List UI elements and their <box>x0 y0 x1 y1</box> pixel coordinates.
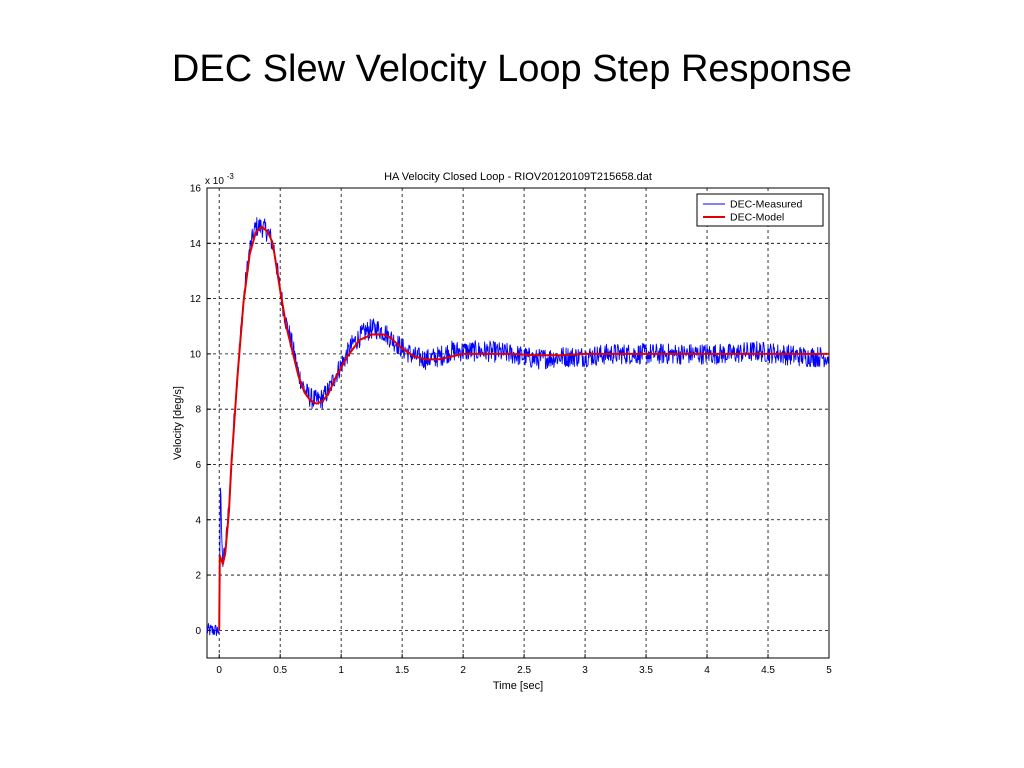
x-tick-label: 1 <box>338 665 344 676</box>
y-tick-label: 8 <box>195 405 201 416</box>
x-axis-label: Time [sec] <box>493 680 543 692</box>
series <box>206 217 830 637</box>
x-tick-label: 0.5 <box>273 665 287 676</box>
x-tick-label: 0 <box>216 665 222 676</box>
series-line-model <box>218 225 829 631</box>
y-tick-label: 2 <box>195 571 201 582</box>
y-multiplier-base: x 10 <box>205 176 224 187</box>
y-tick-label: 4 <box>195 515 201 526</box>
x-tick-label: 2 <box>460 665 466 676</box>
y-tick-label: 6 <box>195 460 201 471</box>
legend-box <box>696 193 824 227</box>
x-tick-label: 5 <box>826 665 832 676</box>
y-axis-multiplier: x 10 -3 <box>205 172 234 187</box>
series-line-measured <box>206 217 830 637</box>
legend-entry-label: DEC-Measured <box>730 199 803 211</box>
x-tick-label: 3 <box>582 665 588 676</box>
x-tick-label: 2.5 <box>517 665 531 676</box>
y-axis-label: Velocity [deg/s] <box>172 386 184 460</box>
y-tick-label: 10 <box>190 349 202 360</box>
y-tick-label: 0 <box>195 626 201 637</box>
slide-title: DEC Slew Velocity Loop Step Response <box>171 48 853 90</box>
y-multiplier-exponent: -3 <box>227 172 235 181</box>
x-tick-label: 1.5 <box>395 665 409 676</box>
y-tick-label: 12 <box>190 294 202 305</box>
x-tick-label: 4.5 <box>761 665 775 676</box>
y-tick-label: 16 <box>190 184 202 195</box>
x-tick-label: 4 <box>704 665 710 676</box>
x-tick-label: 3.5 <box>639 665 653 676</box>
plot-title: HA Velocity Closed Loop - RIOV20120109T2… <box>384 171 652 183</box>
legend-entry-label: DEC-Model <box>730 212 784 224</box>
ticks: 0 0.5 1 1.5 2 2.5 3 3.5 4 4.5 5 0 2 4 6 8 10 12 14 16 <box>190 184 832 677</box>
plot-frame <box>206 187 830 659</box>
y-tick-label: 14 <box>190 239 202 250</box>
grid <box>207 187 830 658</box>
